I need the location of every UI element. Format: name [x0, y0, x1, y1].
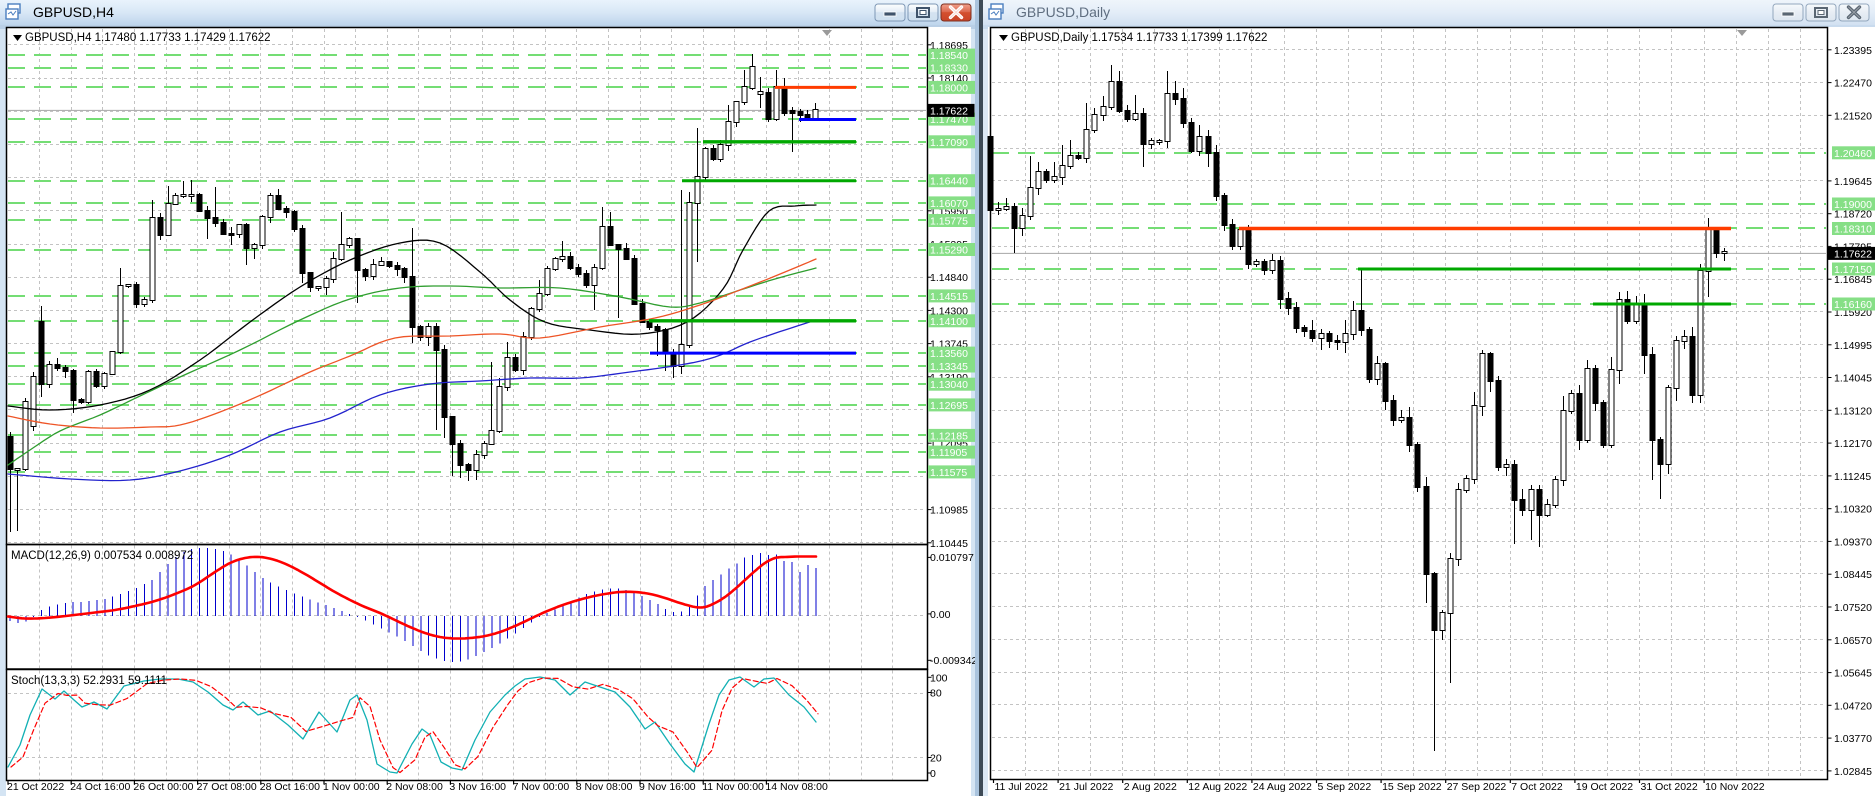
svg-text:1.19000: 1.19000	[1834, 199, 1872, 211]
svg-text:11 Jul 2022: 11 Jul 2022	[995, 781, 1049, 793]
svg-text:26 Oct 00:00: 26 Oct 00:00	[133, 781, 193, 793]
svg-text:1.15775: 1.15775	[930, 216, 968, 228]
svg-text:28 Oct 16:00: 28 Oct 16:00	[260, 781, 320, 793]
svg-text:1.06570: 1.06570	[1834, 635, 1872, 647]
svg-text:1.14045: 1.14045	[1834, 373, 1872, 385]
svg-text:1.16845: 1.16845	[1834, 274, 1872, 286]
svg-text:27 Sep 2022: 27 Sep 2022	[1447, 781, 1507, 793]
svg-text:1.17622: 1.17622	[1834, 248, 1872, 260]
svg-text:20: 20	[930, 753, 942, 765]
svg-text:Stoch(13,3,3) 52.2931 59.1111: Stoch(13,3,3) 52.2931 59.1111	[11, 675, 167, 687]
svg-text:11 Nov 00:00: 11 Nov 00:00	[702, 781, 764, 793]
svg-text:7 Oct 2022: 7 Oct 2022	[1511, 781, 1563, 793]
svg-text:1.03770: 1.03770	[1834, 733, 1872, 745]
svg-text:1.07520: 1.07520	[1834, 602, 1872, 614]
svg-text:27 Oct 08:00: 27 Oct 08:00	[197, 781, 257, 793]
svg-text:8 Nov 08:00: 8 Nov 08:00	[576, 781, 633, 793]
svg-text:10 Nov 2022: 10 Nov 2022	[1705, 781, 1765, 793]
svg-text:9 Nov 16:00: 9 Nov 16:00	[639, 781, 696, 793]
svg-text:1.11905: 1.11905	[930, 447, 967, 459]
svg-text:100: 100	[930, 672, 948, 684]
svg-text:1.14100: 1.14100	[930, 316, 968, 328]
svg-text:1.18000: 1.18000	[930, 82, 968, 94]
svg-text:MACD(12,26,9) 0.007534 0.00897: MACD(12,26,9) 0.007534 0.008972	[11, 550, 193, 562]
svg-text:1.19645: 1.19645	[1834, 176, 1872, 188]
svg-text:14 Nov 08:00: 14 Nov 08:00	[765, 781, 828, 793]
svg-text:1.14840: 1.14840	[930, 272, 968, 284]
svg-text:GBPUSD,Daily: GBPUSD,Daily	[1016, 4, 1110, 20]
svg-text:1.09370: 1.09370	[1834, 536, 1872, 548]
svg-text:1.12170: 1.12170	[1834, 438, 1872, 450]
svg-text:1.20460: 1.20460	[1834, 148, 1872, 160]
svg-text:1.18540: 1.18540	[930, 50, 968, 62]
svg-text:1.13040: 1.13040	[930, 379, 968, 391]
svg-text:1.16160: 1.16160	[1834, 299, 1872, 311]
svg-text:80: 80	[930, 688, 942, 700]
svg-text:1.16070: 1.16070	[930, 198, 968, 210]
svg-text:1 Nov 00:00: 1 Nov 00:00	[323, 781, 380, 793]
svg-text:GBPUSD,H4 1.17480 1.17733 1.1: GBPUSD,H4 1.17480 1.17733 1.17429 1.1762…	[25, 32, 271, 44]
svg-text:5 Sep 2022: 5 Sep 2022	[1318, 781, 1372, 793]
svg-text:0: 0	[930, 768, 936, 780]
svg-text:21 Jul 2022: 21 Jul 2022	[1059, 781, 1113, 793]
svg-text:1.17090: 1.17090	[930, 137, 968, 149]
svg-text:15 Sep 2022: 15 Sep 2022	[1382, 781, 1442, 793]
svg-text:19 Oct 2022: 19 Oct 2022	[1576, 781, 1633, 793]
svg-text:1.14995: 1.14995	[1834, 340, 1872, 352]
svg-text:0.00: 0.00	[930, 609, 951, 621]
svg-text:1.16440: 1.16440	[930, 176, 968, 188]
svg-text:1.15290: 1.15290	[930, 245, 968, 257]
svg-text:1.11575: 1.11575	[930, 467, 967, 479]
svg-text:1.10445: 1.10445	[930, 538, 968, 550]
svg-text:1.17622: 1.17622	[930, 105, 968, 117]
svg-text:1.11245: 1.11245	[1834, 471, 1871, 483]
svg-text:1.21520: 1.21520	[1834, 110, 1872, 122]
svg-text:GBPUSD,H4: GBPUSD,H4	[33, 4, 114, 20]
svg-text:1.12695: 1.12695	[930, 400, 968, 412]
svg-text:1.23395: 1.23395	[1834, 45, 1872, 57]
svg-text:2 Aug 2022: 2 Aug 2022	[1124, 781, 1177, 793]
svg-text:1.18310: 1.18310	[1834, 224, 1872, 236]
svg-text:1.17150: 1.17150	[1834, 264, 1872, 276]
svg-text:1.04720: 1.04720	[1834, 700, 1872, 712]
svg-text:1.10985: 1.10985	[930, 505, 968, 517]
svg-text:3 Nov 16:00: 3 Nov 16:00	[449, 781, 506, 793]
svg-text:1.14515: 1.14515	[930, 291, 968, 303]
svg-text:1.12185: 1.12185	[930, 430, 968, 442]
svg-text:-0.009342: -0.009342	[930, 655, 977, 667]
svg-text:1.18330: 1.18330	[930, 63, 968, 75]
svg-text:21 Oct 2022: 21 Oct 2022	[7, 781, 64, 793]
svg-text:1.02845: 1.02845	[1834, 766, 1872, 778]
svg-text:31 Oct 2022: 31 Oct 2022	[1641, 781, 1698, 793]
svg-text:0.010797: 0.010797	[930, 552, 974, 564]
svg-text:12 Aug 2022: 12 Aug 2022	[1188, 781, 1247, 793]
svg-text:1.08445: 1.08445	[1834, 569, 1872, 581]
svg-text:GBPUSD,Daily 1.17534 1.17733: GBPUSD,Daily 1.17534 1.17733 1.17399 1.1…	[1011, 32, 1267, 44]
svg-text:24 Oct 16:00: 24 Oct 16:00	[70, 781, 130, 793]
svg-text:1.17470: 1.17470	[930, 114, 968, 126]
svg-text:1.22470: 1.22470	[1834, 78, 1872, 90]
svg-text:7 Nov 00:00: 7 Nov 00:00	[513, 781, 570, 793]
svg-text:24 Aug 2022: 24 Aug 2022	[1253, 781, 1312, 793]
svg-text:1.13120: 1.13120	[1834, 405, 1872, 417]
svg-text:1.13560: 1.13560	[930, 348, 968, 360]
svg-text:1.10320: 1.10320	[1834, 504, 1872, 516]
svg-text:1.05645: 1.05645	[1834, 668, 1872, 680]
svg-text:2 Nov 08:00: 2 Nov 08:00	[386, 781, 443, 793]
svg-text:1.13345: 1.13345	[930, 361, 968, 373]
svg-text:1.18720: 1.18720	[1834, 209, 1872, 221]
